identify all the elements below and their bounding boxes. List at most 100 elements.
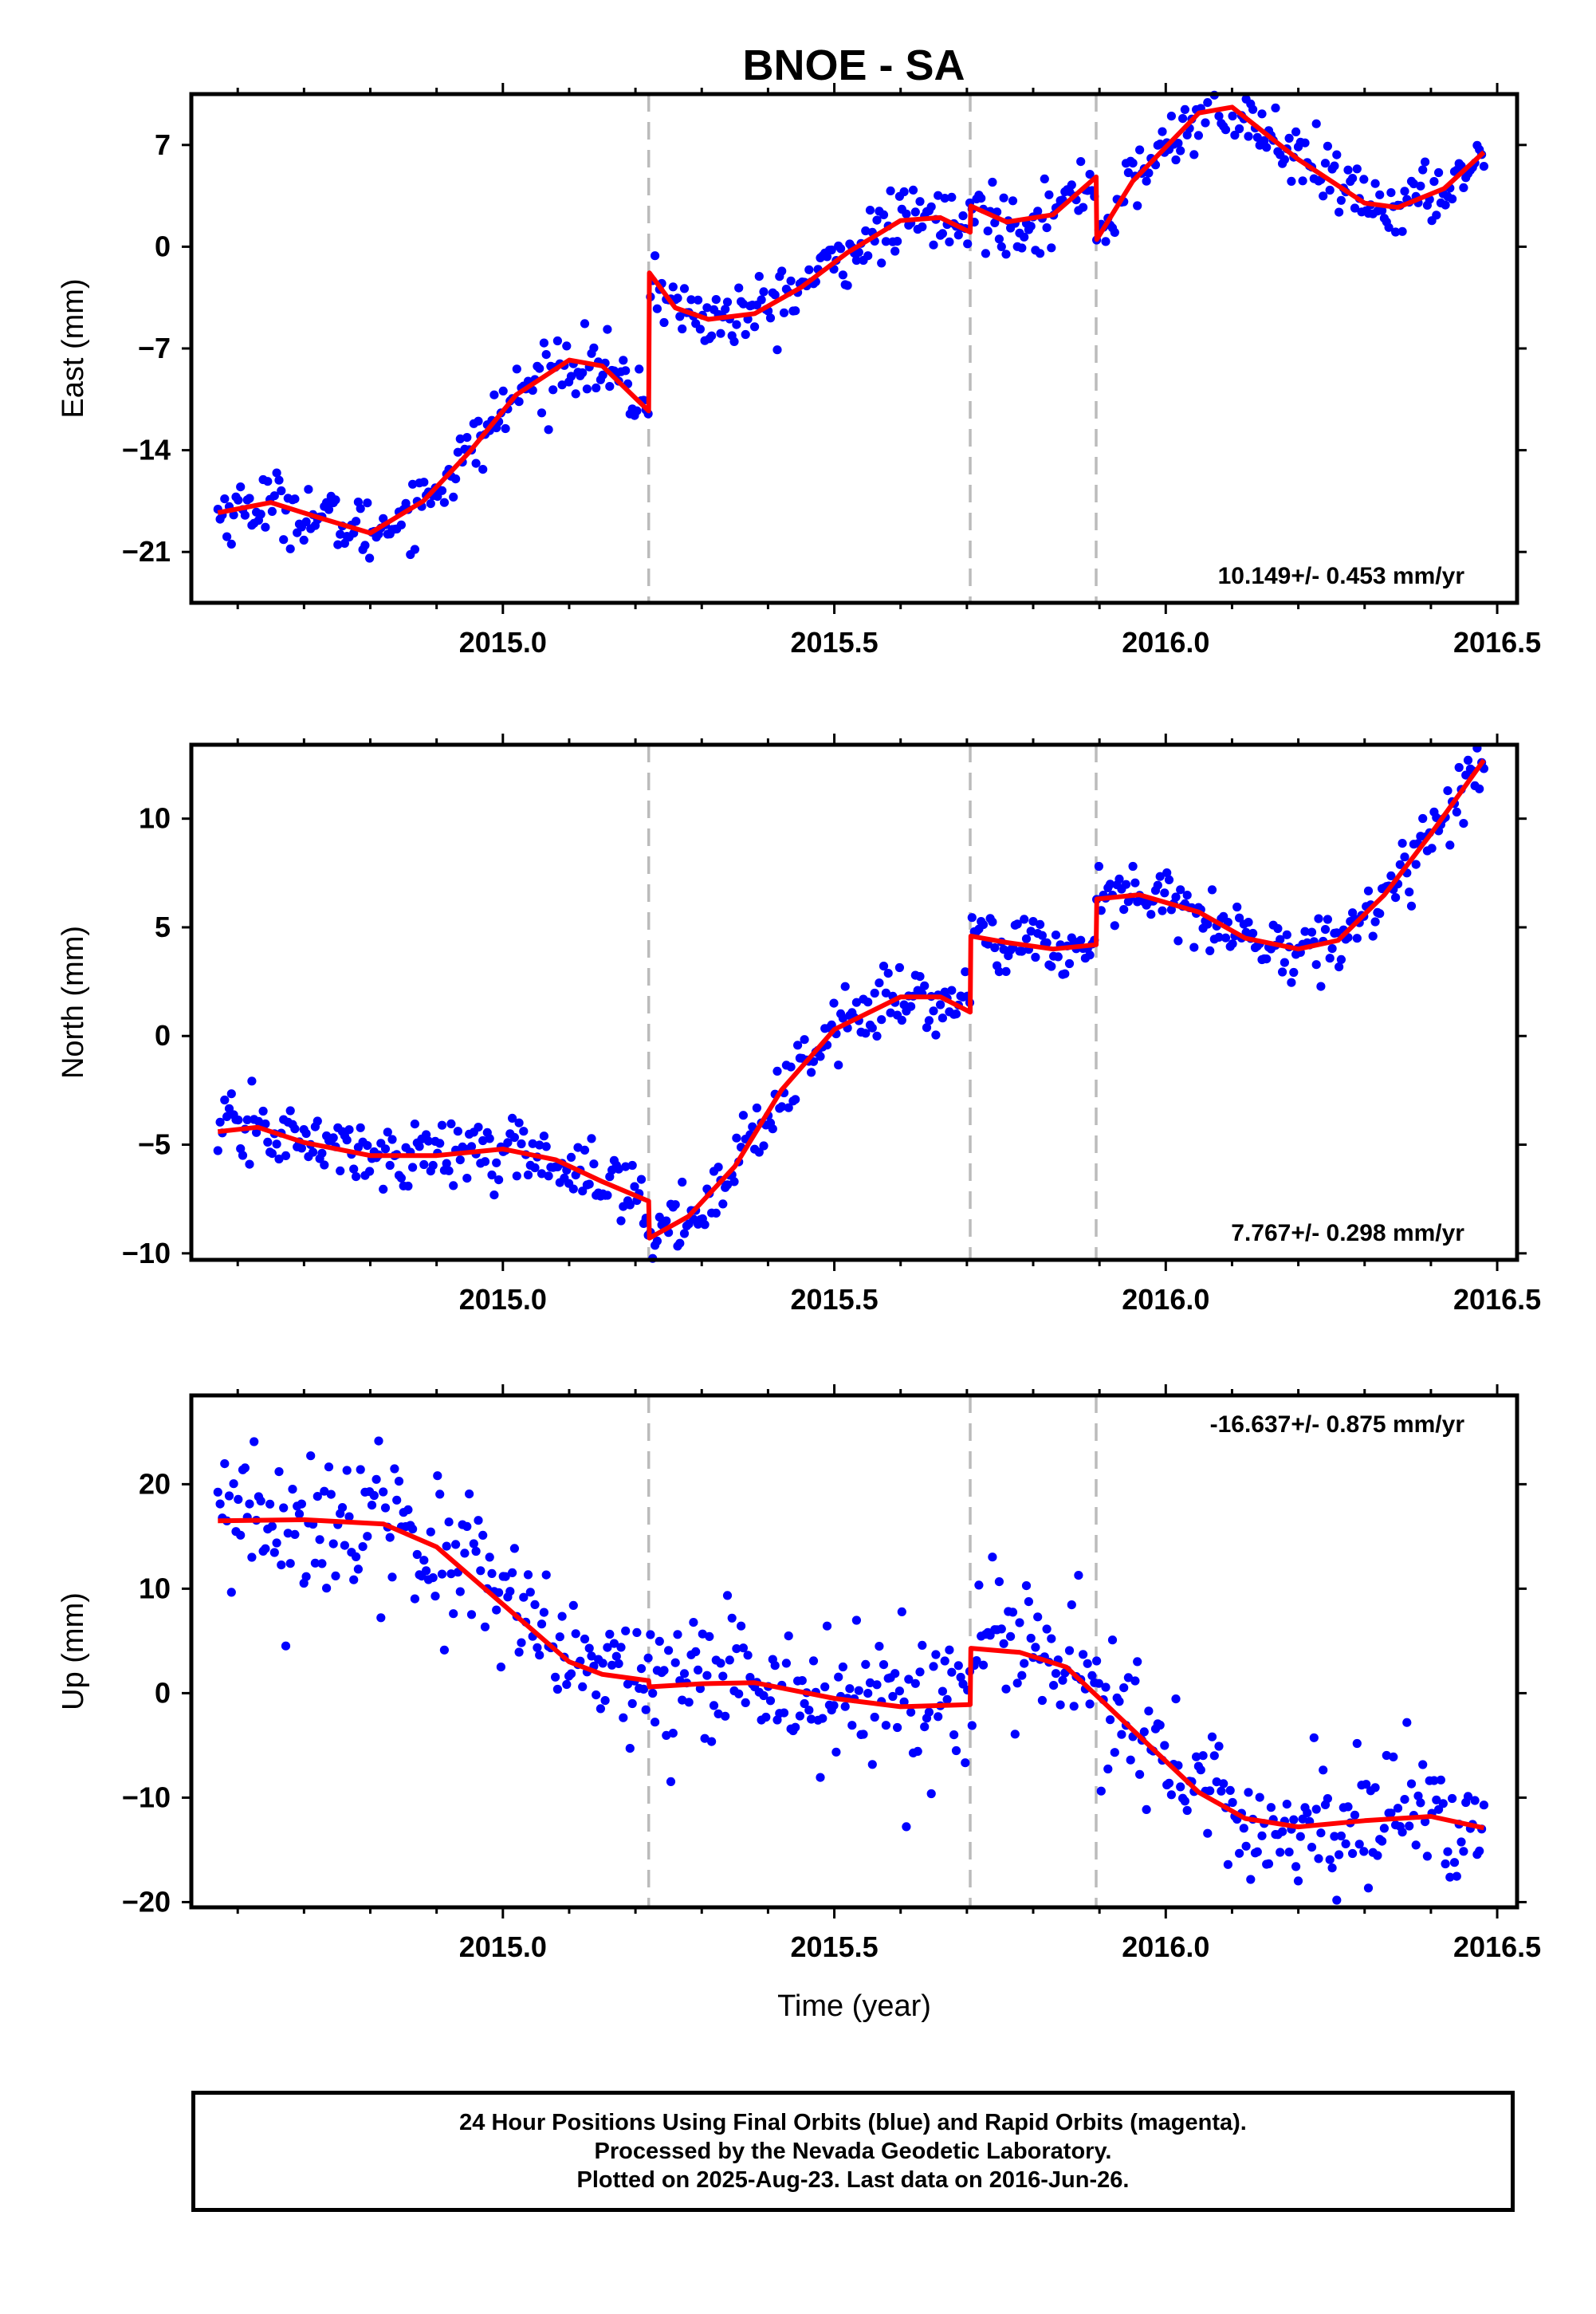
- north-data-point: [713, 1163, 723, 1172]
- east-data-point: [721, 305, 730, 314]
- up-data-point: [1363, 1883, 1374, 1893]
- east-rate-label: 10.149+/- 0.453 mm/yr: [1218, 563, 1465, 589]
- north-data-point: [1244, 918, 1253, 927]
- north-data-point: [922, 1023, 932, 1033]
- north-data-point: [215, 1117, 225, 1127]
- up-data-point: [1295, 1832, 1305, 1841]
- up-data-point: [636, 1664, 647, 1674]
- east-data-point: [562, 341, 572, 351]
- north-data-point: [1325, 954, 1335, 963]
- north-data-point: [1085, 950, 1095, 960]
- east-data-point: [1001, 250, 1011, 259]
- north-data-point: [678, 1177, 687, 1187]
- up-data-point: [435, 1490, 445, 1499]
- up-data-point: [1255, 1793, 1264, 1802]
- east-data-point: [1178, 114, 1188, 124]
- up-data-point: [390, 1464, 399, 1474]
- up-data-point: [945, 1645, 954, 1655]
- up-data-point: [929, 1662, 938, 1671]
- east-data-point: [501, 423, 510, 434]
- up-data-point: [737, 1621, 746, 1631]
- up-data-point: [272, 1538, 281, 1548]
- up-ytick-label: −20: [122, 1885, 171, 1918]
- north-data-point: [1352, 934, 1362, 943]
- north-data-point: [403, 1181, 413, 1191]
- up-data-point: [1069, 1702, 1079, 1711]
- up-data-point: [517, 1638, 526, 1647]
- north-data-point: [1289, 967, 1299, 978]
- north-data-point: [1110, 921, 1119, 931]
- north-data-point: [1021, 934, 1032, 943]
- up-data-point: [1085, 1699, 1095, 1709]
- up-data-point: [451, 1540, 461, 1549]
- east-data-point: [1370, 179, 1380, 188]
- east-ytick-label: 7: [155, 128, 171, 161]
- north-data-point: [816, 1052, 825, 1061]
- up-data-point: [1276, 1848, 1285, 1857]
- east-data-point: [1352, 164, 1362, 174]
- north-data-point: [383, 1127, 392, 1137]
- north-data-point: [1405, 887, 1414, 897]
- up-data-point: [897, 1607, 906, 1616]
- up-data-point: [476, 1566, 485, 1576]
- up-data-point: [294, 1509, 305, 1519]
- north-data-point: [220, 1095, 230, 1105]
- up-data-point: [1096, 1786, 1106, 1796]
- north-data-point: [670, 1200, 680, 1210]
- up-data-point: [580, 1634, 590, 1644]
- up-data-point: [1031, 1643, 1040, 1652]
- north-data-point: [1300, 927, 1310, 936]
- north-data-point: [754, 1147, 764, 1157]
- up-data-point: [940, 1656, 949, 1666]
- up-data-point: [541, 1570, 551, 1580]
- up-data-point: [1411, 1840, 1421, 1850]
- north-data-point: [317, 1148, 327, 1158]
- east-data-point: [879, 210, 889, 219]
- up-data-point: [1092, 1656, 1102, 1666]
- up-data-point: [283, 1529, 293, 1538]
- east-data-point: [1135, 145, 1145, 155]
- north-data-point: [675, 1238, 685, 1248]
- north-data-point: [267, 1149, 277, 1159]
- north-data-point: [1001, 966, 1011, 976]
- up-data-point: [1176, 1782, 1185, 1792]
- north-data-point: [537, 1169, 547, 1179]
- north-data-point: [883, 969, 893, 978]
- north-data-point: [423, 1136, 434, 1146]
- up-data-point: [256, 1496, 265, 1505]
- up-data-point: [1341, 1839, 1350, 1848]
- up-data-point: [1114, 1697, 1124, 1706]
- north-data-point: [261, 1119, 270, 1129]
- up-data-point: [816, 1773, 825, 1782]
- up-data-point: [1441, 1859, 1450, 1869]
- north-data-point: [568, 1184, 578, 1194]
- up-data-point: [670, 1658, 680, 1667]
- north-data-point: [1475, 784, 1484, 793]
- north-data-point: [1060, 969, 1070, 978]
- north-data-point: [238, 1151, 248, 1160]
- up-data-point: [220, 1459, 230, 1469]
- north-data-point: [494, 1175, 504, 1185]
- east-data-point: [938, 229, 947, 238]
- north-data-point: [509, 1132, 520, 1143]
- up-data-point: [320, 1486, 329, 1496]
- north-data-point: [1316, 982, 1326, 991]
- up-data-point: [988, 1553, 997, 1562]
- north-data-point: [625, 1200, 635, 1210]
- up-data-point: [374, 1436, 383, 1446]
- north-data-point: [281, 1151, 291, 1160]
- up-data-point: [1079, 1650, 1088, 1659]
- east-data-point: [274, 475, 284, 485]
- up-data-point: [226, 1588, 236, 1597]
- up-data-point: [1196, 1765, 1205, 1775]
- up-data-point: [471, 1546, 481, 1556]
- up-data-point: [1214, 1741, 1224, 1751]
- east-data-point: [659, 317, 669, 328]
- east-data-point: [851, 255, 861, 266]
- up-data-point: [627, 1698, 637, 1709]
- up-data-point: [695, 1684, 706, 1694]
- up-data-point: [1475, 1846, 1484, 1856]
- up-data-point: [1389, 1752, 1398, 1761]
- up-data-point: [501, 1572, 510, 1581]
- north-data-point: [722, 1180, 733, 1190]
